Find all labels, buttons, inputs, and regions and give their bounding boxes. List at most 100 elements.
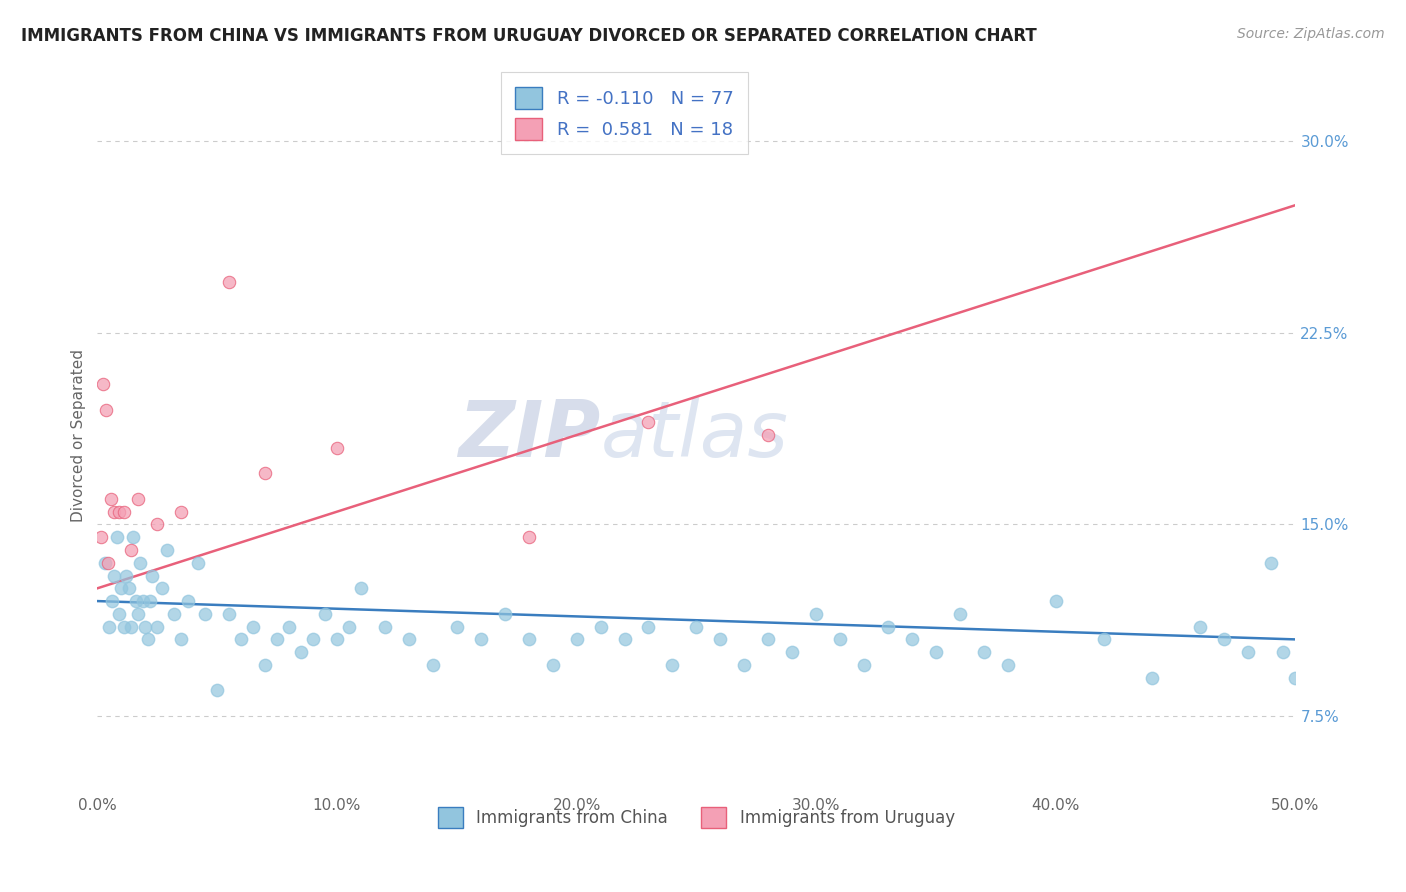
Point <box>141 568 163 582</box>
Point <box>1092 632 1115 647</box>
Point <box>115 568 138 582</box>
Point <box>112 619 135 633</box>
Point <box>637 415 659 429</box>
Point <box>194 607 217 621</box>
Point <box>337 619 360 633</box>
Point <box>156 543 179 558</box>
Point <box>314 607 336 621</box>
Text: ZIP: ZIP <box>458 397 600 473</box>
Point <box>1045 594 1067 608</box>
Point <box>326 632 349 647</box>
Point <box>97 556 120 570</box>
Point <box>278 619 301 633</box>
Point <box>470 632 492 647</box>
Point <box>134 619 156 633</box>
Point <box>218 275 240 289</box>
Point <box>187 556 209 570</box>
Point <box>103 505 125 519</box>
Point <box>136 632 159 647</box>
Point <box>120 543 142 558</box>
Point <box>949 607 972 621</box>
Point <box>877 619 900 633</box>
Point <box>565 632 588 647</box>
Point <box>1140 671 1163 685</box>
Point <box>446 619 468 633</box>
Point <box>100 594 122 608</box>
Point <box>132 594 155 608</box>
Point <box>94 402 117 417</box>
Point <box>925 645 948 659</box>
Text: IMMIGRANTS FROM CHINA VS IMMIGRANTS FROM URUGUAY DIVORCED OR SEPARATED CORRELATI: IMMIGRANTS FROM CHINA VS IMMIGRANTS FROM… <box>21 27 1036 45</box>
Point <box>98 619 121 633</box>
Point <box>205 683 228 698</box>
Point <box>350 582 373 596</box>
Point <box>853 657 876 672</box>
Point <box>254 467 277 481</box>
Point <box>613 632 636 647</box>
Point <box>302 632 325 647</box>
Text: atlas: atlas <box>600 397 789 473</box>
Point <box>780 645 803 659</box>
Point <box>901 632 924 647</box>
Point <box>422 657 444 672</box>
Point <box>218 607 240 621</box>
Point <box>163 607 186 621</box>
Point <box>1212 632 1234 647</box>
Point <box>105 530 128 544</box>
Point <box>637 619 659 633</box>
Point <box>103 568 125 582</box>
Point <box>830 632 852 647</box>
Point <box>139 594 162 608</box>
Point <box>973 645 995 659</box>
Point <box>93 556 115 570</box>
Text: Source: ZipAtlas.com: Source: ZipAtlas.com <box>1237 27 1385 41</box>
Point <box>1236 645 1258 659</box>
Point <box>112 505 135 519</box>
Point <box>108 505 131 519</box>
Point <box>1284 671 1306 685</box>
Point <box>100 491 122 506</box>
Point <box>541 657 564 672</box>
Point <box>997 657 1019 672</box>
Point <box>517 530 540 544</box>
Point <box>170 632 193 647</box>
Point <box>120 619 142 633</box>
Point <box>756 428 779 442</box>
Point <box>685 619 707 633</box>
Point <box>1188 619 1211 633</box>
Point <box>290 645 312 659</box>
Point <box>1260 556 1282 570</box>
Point <box>129 556 152 570</box>
Point <box>756 632 779 647</box>
Y-axis label: Divorced or Separated: Divorced or Separated <box>72 349 86 522</box>
Point <box>146 619 169 633</box>
Point <box>326 441 349 455</box>
Point <box>150 582 173 596</box>
Point <box>1272 645 1295 659</box>
Point <box>108 607 131 621</box>
Point <box>229 632 252 647</box>
Point <box>709 632 731 647</box>
Point <box>90 530 112 544</box>
Point <box>127 491 149 506</box>
Point <box>733 657 755 672</box>
Point <box>117 582 139 596</box>
Point <box>398 632 420 647</box>
Point <box>127 607 149 621</box>
Point <box>374 619 396 633</box>
Point <box>125 594 148 608</box>
Point <box>661 657 683 672</box>
Point <box>146 517 169 532</box>
Point <box>93 376 115 391</box>
Point <box>589 619 612 633</box>
Point <box>242 619 264 633</box>
Point <box>177 594 200 608</box>
Point <box>494 607 516 621</box>
Point <box>110 582 132 596</box>
Point <box>517 632 540 647</box>
Point <box>122 530 145 544</box>
Point <box>254 657 277 672</box>
Legend: Immigrants from China, Immigrants from Uruguay: Immigrants from China, Immigrants from U… <box>432 801 962 834</box>
Point <box>170 505 193 519</box>
Point <box>266 632 288 647</box>
